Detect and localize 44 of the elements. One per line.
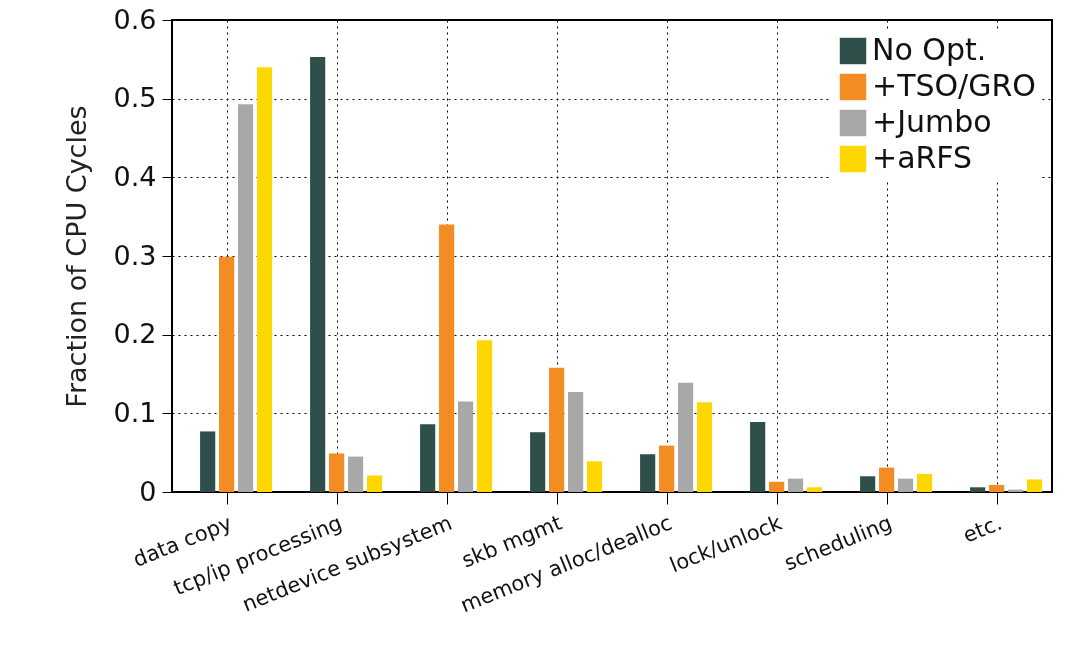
bar [458, 401, 474, 492]
bar [366, 475, 383, 492]
bar [659, 445, 675, 492]
bar [916, 473, 933, 492]
bar [860, 476, 876, 492]
bar [256, 67, 273, 492]
y-tick-label: 0.4 [113, 160, 157, 192]
bar [696, 402, 713, 492]
bar [530, 432, 546, 492]
bar [439, 224, 455, 492]
bar [586, 461, 603, 492]
x-tick-label: etc. [959, 510, 1006, 548]
bar [788, 478, 804, 492]
bar [806, 487, 823, 492]
bar [970, 487, 986, 492]
y-axis-title: Fraction of CPU Cycles [60, 105, 92, 408]
bar [678, 382, 694, 492]
bar [898, 478, 914, 492]
bar [549, 367, 565, 492]
bar [750, 421, 766, 492]
bar [219, 256, 235, 492]
bar [879, 467, 895, 492]
legend-label: +TSO/GRO [872, 68, 1036, 103]
y-tick-label: 0.5 [113, 82, 157, 114]
bar [769, 481, 785, 492]
bar [420, 424, 436, 492]
bar [238, 104, 254, 492]
legend-label: +aRFS [872, 140, 973, 175]
bar [476, 340, 493, 492]
y-tick-label: 0.3 [113, 239, 157, 271]
bar [640, 454, 656, 492]
legend-label: No Opt. [872, 32, 987, 67]
bar [329, 453, 345, 492]
bar [310, 56, 326, 492]
bar [1026, 479, 1043, 492]
y-tick-label: 0.1 [113, 396, 157, 428]
bar [348, 456, 364, 492]
bar [568, 392, 584, 492]
bar [200, 431, 216, 492]
y-tick-label: 0 [139, 475, 157, 507]
legend-label: +Jumbo [872, 104, 992, 139]
bar [989, 484, 1005, 492]
y-tick-label: 0.6 [113, 3, 157, 35]
y-tick-label: 0.2 [113, 318, 157, 350]
